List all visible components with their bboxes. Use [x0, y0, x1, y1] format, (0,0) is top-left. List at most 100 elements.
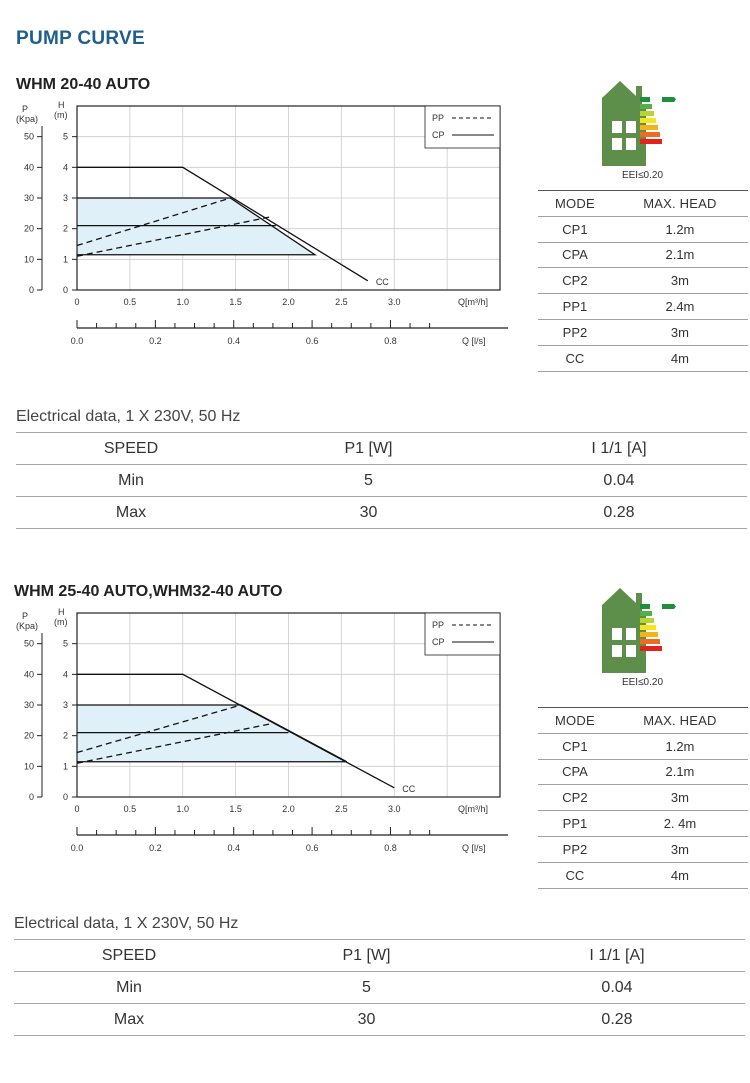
speed-cell: Max [14, 1003, 244, 1036]
speed-cell: Max [16, 496, 246, 529]
mode-cell: PP1 [538, 293, 612, 320]
mode-cell: CC [538, 862, 612, 889]
electrical-table: SPEED P1 [W] I 1/1 [A] Min 5 0.04 Max 30 0.2… [14, 939, 745, 1036]
h-tick-label: 4 [63, 669, 68, 679]
table-row: PP1 2. 4m [538, 810, 748, 837]
speed-header: SPEED [16, 432, 246, 465]
cp-band [77, 198, 315, 255]
x-tick-label: 3.0 [388, 804, 401, 814]
x-tick-label: 3.0 [388, 297, 401, 307]
model-title: WHM 20-40 AUTO [16, 76, 151, 93]
mode-header: MODE [538, 707, 612, 734]
x-tick-label: 0.5 [124, 804, 137, 814]
table-row: Max 30 0.28 [16, 496, 747, 529]
max-head-header: MAX. HEAD [611, 190, 748, 217]
ls-tick-label: 0.6 [306, 336, 319, 346]
house-shape [602, 588, 646, 673]
head-cell: 3m [611, 836, 748, 863]
eei-value: EEI≤0.20 [621, 677, 664, 688]
p-tick-label: 40 [24, 162, 34, 172]
legend-box [424, 612, 501, 656]
speed-header: SPEED [14, 939, 244, 972]
series-line-pp [76, 197, 231, 247]
x-axis-label: Q[m³/h] [458, 297, 488, 307]
head-cell: 3m [611, 267, 748, 295]
h-axis-unit: (m) [54, 617, 68, 627]
head-cell: 1.2m [611, 216, 748, 243]
p-tick-label: 30 [24, 193, 34, 203]
table-row: PP1 2.4m [538, 293, 748, 320]
ls-tick-label: 0.8 [384, 843, 397, 853]
x-tick-label: 2.0 [282, 804, 295, 814]
pump-section: WHM 25-40 AUTO,WHM32-40 AUTO CC PP CP 0 1 2 3 4… [0, 583, 750, 1083]
model-title: WHM 25-40 AUTO,WHM32-40 AUTO [14, 583, 283, 600]
table-row: CPA 2.1m [538, 759, 748, 786]
head-cell: 2.1m [611, 759, 748, 786]
table-row: Min 5 0.04 [14, 971, 745, 1004]
mode-cell: CPA [538, 242, 612, 269]
p1-header: P1 [W] [246, 432, 491, 465]
p1-cell: 5 [246, 464, 491, 497]
p1-header: P1 [W] [244, 939, 489, 972]
current-cell: 0.28 [491, 496, 747, 529]
ls-tick-label: 0.4 [227, 843, 240, 853]
p-tick-label: 10 [24, 254, 34, 264]
mode-cell: PP2 [538, 836, 612, 863]
legend-pp: PP [432, 113, 444, 123]
current-header: I 1/1 [A] [491, 432, 747, 465]
x-tick-label: 1.5 [229, 297, 242, 307]
electrical-caption: Electrical data, 1 X 230V, 50 Hz [14, 915, 239, 932]
series-line-cp [77, 704, 347, 763]
eei-value: EEI≤0.20 [621, 170, 664, 181]
table-row: Max 30 0.28 [14, 1003, 745, 1036]
mode-cell: CP1 [538, 733, 612, 760]
p-tick-label: 10 [24, 761, 34, 771]
h-tick-label: 0 [63, 792, 68, 802]
x-tick-label: 2.0 [282, 297, 295, 307]
electrical-table: SPEED P1 [W] I 1/1 [A] Min 5 0.04 Max 30 0.2… [16, 432, 747, 529]
x-tick-label: 1.0 [176, 297, 189, 307]
mode-cell: CPA [538, 759, 612, 786]
p-tick-label: 30 [24, 700, 34, 710]
series-line-cp [77, 197, 318, 256]
p1-cell: 30 [246, 496, 491, 529]
x-tick-label: 2.5 [335, 297, 348, 307]
pump-section: WHM 20-40 AUTO CC PP CP 0 1 2 3 4 5 H (m) 0 10 20 30 40… [0, 76, 750, 576]
h-axis-unit: (m) [54, 110, 68, 120]
head-cell: 4m [611, 862, 748, 889]
h-tick-label: 3 [63, 700, 68, 710]
x-tick-label: 0 [74, 297, 79, 307]
head-cell: 2. 4m [611, 810, 748, 837]
table-row: PP2 3m [538, 319, 748, 346]
h-tick-label: 4 [63, 162, 68, 172]
table-row: CC 4m [538, 345, 748, 372]
curve-label-cc: CC [402, 784, 415, 794]
series-line-pp [76, 215, 273, 257]
table-row: CC 4m [538, 862, 748, 889]
ls-tick-label: 0.0 [71, 843, 84, 853]
energy-label-icon [602, 588, 676, 673]
table-row: CP2 3m [538, 784, 748, 812]
table-row: PP2 3m [538, 836, 748, 863]
ls-axis-label: Q [l/s] [462, 336, 486, 346]
current-cell: 0.28 [489, 1003, 745, 1036]
mode-header: MODE [538, 190, 612, 217]
mode-cell: CP2 [538, 784, 612, 812]
h-tick-label: 2 [63, 731, 68, 741]
mode-cell: PP2 [538, 319, 612, 346]
h-axis-label: H [58, 607, 65, 617]
speed-cell: Min [16, 464, 246, 497]
table-row: CP1 1.2m [538, 216, 748, 243]
legend-cp: CP [432, 130, 445, 140]
mode-cell: CP2 [538, 267, 612, 295]
p-tick-label: 20 [24, 224, 34, 234]
x-tick-label: 0 [74, 804, 79, 814]
x-tick-label: 2.5 [335, 804, 348, 814]
x-tick-label: 1.5 [229, 804, 242, 814]
ls-tick-label: 0.2 [149, 843, 162, 853]
ls-axis-label: Q [l/s] [462, 843, 486, 853]
head-cell: 1.2m [611, 733, 748, 760]
p-tick-label: 20 [24, 731, 34, 741]
legend-box [424, 105, 501, 149]
ls-tick-label: 0.6 [306, 843, 319, 853]
